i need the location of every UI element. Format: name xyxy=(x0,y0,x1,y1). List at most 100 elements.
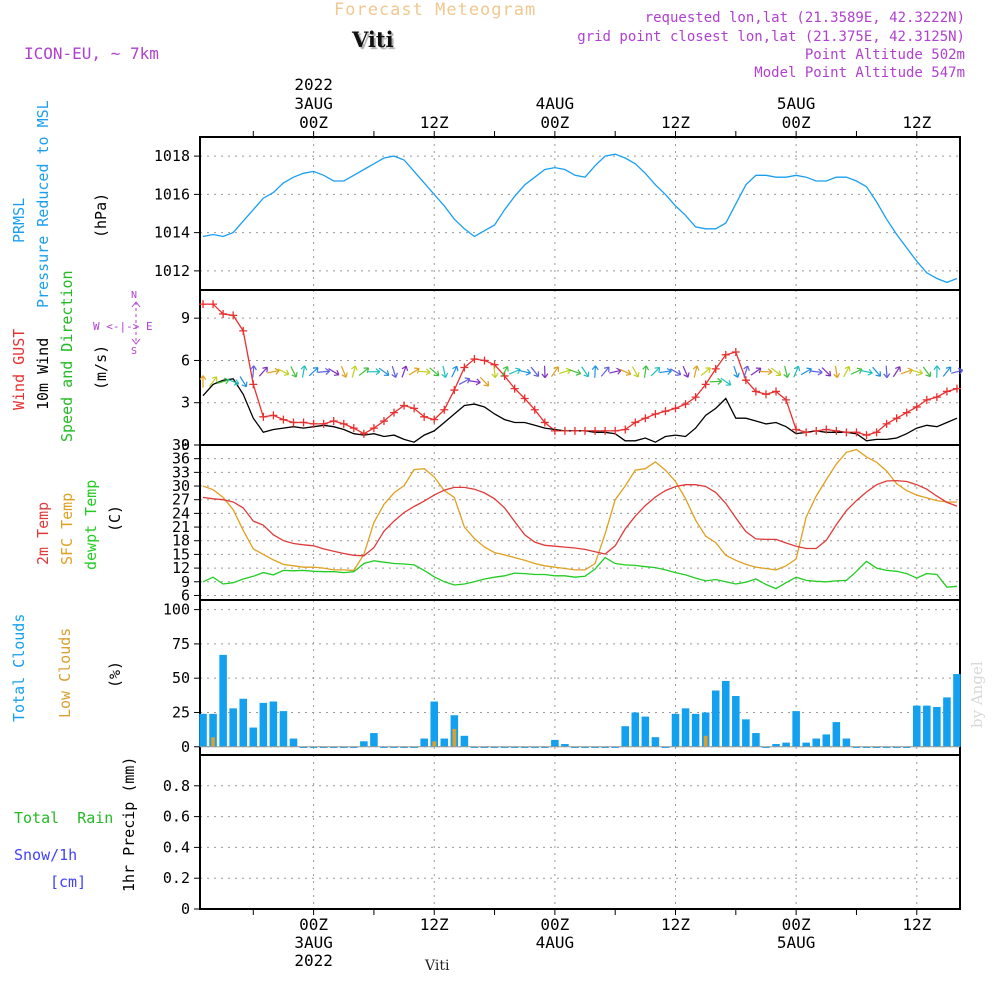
wind-arrow-head xyxy=(767,368,773,376)
date-label-bottom: 4AUG xyxy=(536,933,575,952)
total-cloud-bar xyxy=(209,713,217,747)
ytick-label-temperature: 39 xyxy=(172,436,190,454)
gust-marker xyxy=(691,393,700,402)
time-label-bottom: 12Z xyxy=(661,915,690,934)
wind-arrow-shaft xyxy=(892,366,901,378)
wind-arrow-head xyxy=(483,380,490,387)
wind-arrow-shaft xyxy=(468,380,481,384)
total-cloud-bar xyxy=(259,702,268,747)
wind-arrow-icon xyxy=(391,365,399,378)
gust-marker xyxy=(661,407,670,416)
ytick-label-temperature: 18 xyxy=(172,532,190,550)
wind-arrow-icon xyxy=(910,369,923,376)
wind-arrow-icon xyxy=(843,365,851,378)
total-cloud-bar xyxy=(832,722,841,747)
wind-arrow-head xyxy=(867,368,873,376)
wind-arrow-icon xyxy=(659,367,672,375)
wind-arrow-shaft xyxy=(709,380,722,383)
wind-arrow-icon xyxy=(783,365,791,379)
wind-arrow-icon xyxy=(367,368,381,376)
total-cloud-bar xyxy=(500,746,509,748)
wind-arrow-shaft xyxy=(682,366,689,378)
time-label-top: 00Z xyxy=(299,113,328,132)
wind-arrow-head xyxy=(262,366,268,373)
wind-arrow-icon xyxy=(810,368,823,376)
wind-arrow-icon xyxy=(559,367,572,375)
wind-arrow-shaft xyxy=(600,366,610,377)
location-name: Viti xyxy=(352,27,394,52)
gust-marker xyxy=(922,395,931,404)
total-cloud-bar xyxy=(360,741,368,747)
wind-arrow-icon xyxy=(308,367,319,377)
gust-marker xyxy=(852,428,861,437)
total-cloud-bar xyxy=(410,746,418,748)
wind-arrow-head xyxy=(341,372,348,378)
total-cloud-bar xyxy=(882,746,891,748)
ytick-label-temperature: 27 xyxy=(172,491,190,509)
total-cloud-bar xyxy=(561,744,569,747)
gust-marker xyxy=(540,418,549,427)
wind-arrow-icon xyxy=(227,378,240,386)
wind-arrow-icon xyxy=(800,367,812,376)
gust-marker xyxy=(812,426,821,435)
wind-arrow-head xyxy=(475,378,481,386)
gust-marker xyxy=(731,348,740,356)
gust-marker xyxy=(701,380,710,389)
gust-marker xyxy=(329,417,338,426)
year-label-bottom: 2022 xyxy=(294,951,333,970)
wind-arrow-icon xyxy=(581,366,590,378)
total-cloud-bar xyxy=(651,737,660,747)
total-cloud-bar xyxy=(440,738,449,747)
wind-arrow-icon xyxy=(591,365,599,378)
wind-arrow-shaft xyxy=(267,369,280,374)
gust-marker xyxy=(219,309,228,318)
wind-arrow-head xyxy=(833,372,841,379)
total-cloud-bar xyxy=(551,739,559,747)
wind-arrow-head xyxy=(633,371,640,378)
wind-arrow-shaft xyxy=(451,366,458,378)
wind-arrow-shaft xyxy=(317,370,330,373)
date-label-bottom: 3AUG xyxy=(294,933,333,952)
total-cloud-bar xyxy=(701,712,710,747)
wind-arrow-shaft xyxy=(910,369,923,375)
wind-arrow-icon xyxy=(600,366,610,377)
total-cloud-bar xyxy=(239,698,247,747)
total-cloud-bar xyxy=(852,746,861,748)
total-rain-label: Total Rain xyxy=(14,809,114,827)
gust-marker xyxy=(882,419,891,428)
ytick-label-precipitation: 0 xyxy=(181,900,190,918)
total-cloud-bar xyxy=(279,711,288,747)
ytick-label-clouds: 50 xyxy=(172,669,190,687)
gust-marker xyxy=(570,426,579,435)
wind-arrow-head xyxy=(717,377,723,385)
total-cloud-bar xyxy=(792,711,800,747)
gust-marker xyxy=(480,356,489,365)
time-label-bottom: 00Z xyxy=(299,915,328,934)
ytick-label-pressure: 1018 xyxy=(154,147,190,165)
wind-arrow-icon xyxy=(619,368,632,376)
gust-marker xyxy=(721,350,730,359)
wind-arrow-shaft xyxy=(743,365,749,378)
gust-marker xyxy=(460,363,469,372)
total-cloud-bar xyxy=(520,746,529,748)
wind-arrow-icon xyxy=(793,365,801,378)
total-cloud-bar xyxy=(289,738,298,747)
wind-arrow-shaft xyxy=(942,366,952,377)
time-label-bottom: 12Z xyxy=(420,915,449,934)
total-cloud-bar xyxy=(721,680,730,747)
wind-arrow-shaft xyxy=(550,366,559,377)
total-cloud-bar xyxy=(420,738,428,747)
total-cloud-bar xyxy=(309,746,318,748)
wind-arrow-shaft xyxy=(900,369,913,375)
wind-arrow-icon xyxy=(642,365,650,378)
gust-marker xyxy=(621,425,630,434)
wind-arrow-shaft xyxy=(850,368,863,375)
total-cloud-bar xyxy=(681,708,690,747)
total-cloud-bar xyxy=(752,733,760,747)
wind-arrow-head xyxy=(705,367,711,373)
total-cloud-bar xyxy=(611,746,619,748)
snow-unit-label: [cm] xyxy=(50,873,87,891)
total-cloud-bar xyxy=(591,746,599,748)
wind-arrow-head xyxy=(883,373,891,379)
wind-arrow-head xyxy=(654,366,661,373)
